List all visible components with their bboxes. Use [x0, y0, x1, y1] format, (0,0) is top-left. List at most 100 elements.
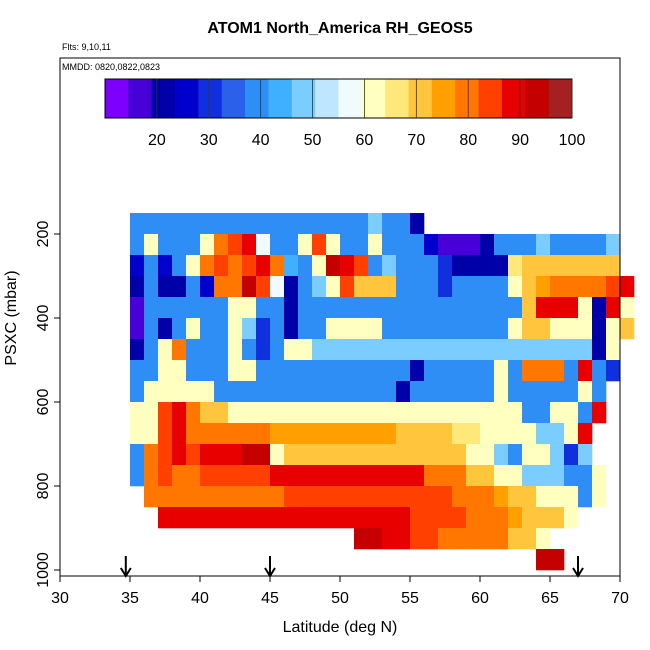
heatmap-cell: [480, 255, 495, 277]
heatmap-cell: [326, 213, 341, 235]
heatmap-cell: [396, 213, 411, 235]
heatmap-cell: [270, 360, 285, 382]
heatmap-cell: [606, 297, 621, 319]
heatmap-cell: [144, 444, 159, 466]
heatmap-cell: [382, 255, 397, 277]
heatmap-cell: [144, 381, 159, 403]
heatmap-cell: [536, 465, 551, 487]
heatmap-cell: [424, 381, 439, 403]
heatmap-cell: [298, 297, 313, 319]
heatmap-cell: [494, 444, 509, 466]
heatmap-cell: [424, 507, 439, 529]
heatmap-cell: [214, 381, 229, 403]
heatmap-cell: [242, 276, 257, 298]
heatmap-cell: [452, 339, 467, 361]
heatmap-cell: [536, 402, 551, 424]
heatmap-cell: [522, 402, 537, 424]
heatmap-cell: [186, 360, 201, 382]
heatmap-cell: [606, 339, 621, 361]
heatmap-cell: [368, 381, 383, 403]
heatmap-cell: [256, 507, 271, 529]
heatmap-cell: [438, 423, 453, 445]
heatmap-cell: [312, 402, 327, 424]
heatmap-cell: [564, 360, 579, 382]
heatmap-cell: [410, 381, 425, 403]
heatmap-cell: [214, 486, 229, 508]
heatmap-cell: [326, 297, 341, 319]
colorbar-tick-label: 50: [304, 132, 322, 149]
heatmap-cell: [508, 486, 523, 508]
heatmap-cell: [522, 444, 537, 466]
heatmap-cell: [354, 255, 369, 277]
heatmap-cell: [200, 486, 215, 508]
heatmap-cell: [424, 297, 439, 319]
heatmap-cell: [438, 465, 453, 487]
heatmap-cell: [564, 255, 579, 277]
heatmap-cell: [438, 507, 453, 529]
heatmap-cell: [270, 381, 285, 403]
heatmap-cell: [578, 255, 593, 277]
heatmap-cell: [144, 339, 159, 361]
heatmap-cell: [200, 213, 215, 235]
heatmap-cell: [410, 255, 425, 277]
heatmap-cell: [494, 423, 509, 445]
heatmap-cell: [396, 402, 411, 424]
heatmap-cell: [466, 528, 481, 550]
heatmap-cell: [480, 234, 495, 256]
heatmap-cell: [396, 276, 411, 298]
heatmap-cell: [522, 318, 537, 340]
heatmap-cell: [326, 423, 341, 445]
heatmap-cell: [298, 255, 313, 277]
heatmap-cell: [424, 444, 439, 466]
heatmap-cell: [480, 402, 495, 424]
heatmap-cell: [452, 402, 467, 424]
colorbar-segment: [338, 79, 363, 118]
heatmap-cell: [298, 402, 313, 424]
heatmap-cell: [368, 528, 383, 550]
heatmap-cell: [158, 360, 173, 382]
heatmap-cell: [452, 465, 467, 487]
x-tick-label: 35: [121, 590, 139, 607]
heatmap-cell: [214, 318, 229, 340]
heatmap-cell: [158, 318, 173, 340]
heatmap-cell: [620, 276, 635, 298]
heatmap-cell: [382, 360, 397, 382]
heatmap-cell: [550, 360, 565, 382]
chart-title: ATOM1 North_America RH_GEOS5: [207, 20, 472, 37]
heatmap-cell: [186, 507, 201, 529]
heatmap-cell: [452, 234, 467, 256]
heatmap-cell: [368, 360, 383, 382]
heatmap-cell: [578, 297, 593, 319]
heatmap-cell: [550, 549, 565, 571]
heatmap-cell: [410, 360, 425, 382]
heatmap-cell: [382, 507, 397, 529]
heatmap-cell: [130, 213, 145, 235]
heatmap-cell: [242, 423, 257, 445]
heatmap-cell: [606, 234, 621, 256]
heatmap-cell: [284, 276, 299, 298]
heatmap-cell: [368, 402, 383, 424]
heatmap-cell: [214, 234, 229, 256]
heatmap-cell: [396, 444, 411, 466]
heatmap-cell: [508, 423, 523, 445]
colorbar-segment: [478, 79, 503, 118]
heatmap-cell: [200, 318, 215, 340]
colorbar-tick-label: 20: [148, 132, 166, 149]
heatmap-cell: [270, 507, 285, 529]
heatmap-cell: [284, 339, 299, 361]
heatmap-cell: [382, 297, 397, 319]
heatmap-cell: [382, 339, 397, 361]
heatmap-cell: [480, 297, 495, 319]
heatmap-cell: [130, 465, 145, 487]
colorbar: 20 30 40 50 60 70 80 90 100: [104, 78, 585, 149]
heatmap-cell: [424, 318, 439, 340]
heatmap-cell: [158, 339, 173, 361]
heatmap-cell: [340, 255, 355, 277]
heatmap-cell: [410, 486, 425, 508]
heatmap-cell: [494, 297, 509, 319]
heatmap-cell: [186, 444, 201, 466]
heatmap-cell: [284, 381, 299, 403]
heatmap-cell: [592, 297, 607, 319]
heatmap-cell: [466, 381, 481, 403]
colorbar-segment: [198, 79, 223, 118]
